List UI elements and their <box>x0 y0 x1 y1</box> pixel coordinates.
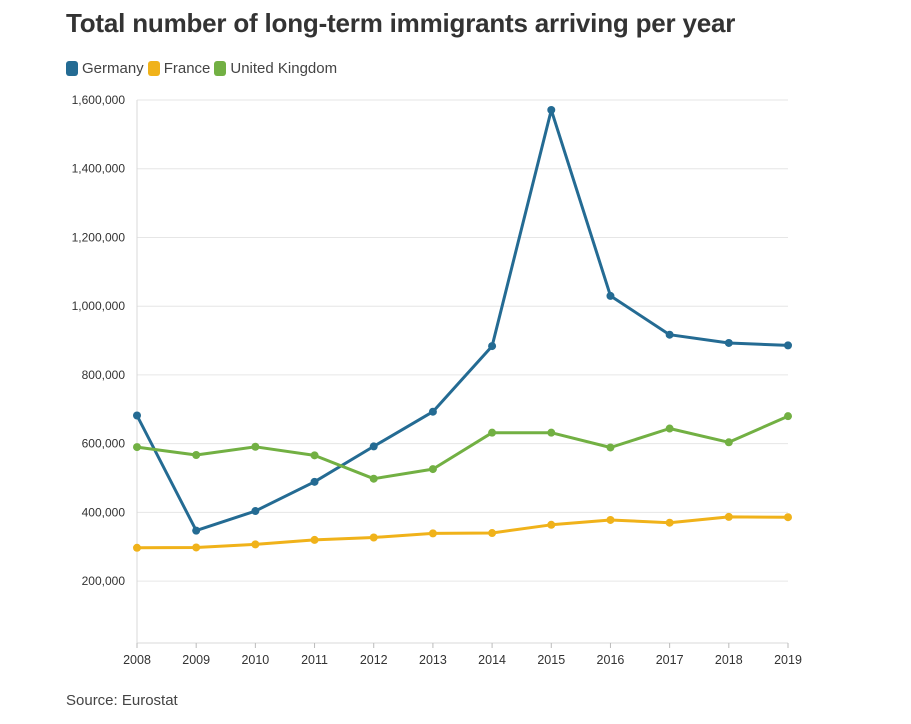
data-point-france <box>724 512 733 521</box>
x-tick-label: 2019 <box>774 653 802 667</box>
x-tick-label: 2017 <box>656 653 684 667</box>
data-point-germany <box>133 411 141 420</box>
data-point-france <box>547 520 556 529</box>
legend: Germany France United Kingdom <box>66 60 341 77</box>
source-note: Source: Eurostat <box>66 692 178 709</box>
y-tick-label: 600,000 <box>82 437 126 451</box>
data-point-germany <box>488 342 497 351</box>
data-point-germany <box>724 338 733 347</box>
data-point-germany <box>192 526 201 535</box>
x-tick-label: 2012 <box>360 653 388 667</box>
legend-item-united-kingdom[interactable]: United Kingdom <box>214 60 337 77</box>
data-point-france <box>428 529 437 538</box>
x-tick-label: 2014 <box>478 653 506 667</box>
legend-label-united-kingdom: United Kingdom <box>230 60 338 77</box>
x-tick-label: 2011 <box>301 653 328 667</box>
legend-item-france[interactable]: France <box>147 60 211 77</box>
data-point-france <box>251 540 260 549</box>
data-point-united-kingdom <box>784 412 792 421</box>
line-chart: 200,000 400,000 600,000 800,000 1,000,000 1,2… <box>72 93 802 667</box>
data-point-france <box>488 529 497 538</box>
y-tick-label: 1,200,000 <box>72 230 126 244</box>
data-point-united-kingdom <box>251 442 260 451</box>
x-tick-label: 2010 <box>241 653 269 667</box>
x-tick-label: 2016 <box>597 653 625 667</box>
y-tick-label: 200,000 <box>82 574 126 588</box>
data-point-united-kingdom <box>547 428 556 437</box>
data-point-germany <box>606 291 615 300</box>
data-point-united-kingdom <box>428 465 437 474</box>
data-point-united-kingdom <box>133 443 141 452</box>
legend-item-germany[interactable]: Germany <box>66 60 144 77</box>
chart-area: 200,000 400,000 600,000 800,000 1,000,000 1,2… <box>0 90 911 680</box>
data-point-united-kingdom <box>310 451 319 460</box>
data-point-germany <box>547 105 556 114</box>
data-point-france <box>133 543 141 552</box>
y-tick-label: 1,600,000 <box>72 93 126 107</box>
data-point-germany <box>784 341 792 350</box>
data-point-united-kingdom <box>606 443 615 452</box>
legend-label-germany: Germany <box>82 60 144 77</box>
y-tick-label: 400,000 <box>82 505 126 519</box>
chart-title: Total number of long-term immigrants arr… <box>66 8 736 38</box>
series-line-france <box>135 515 790 550</box>
data-point-united-kingdom <box>192 451 201 460</box>
data-point-germany <box>665 330 674 339</box>
series-line-united-kingdom <box>135 414 790 481</box>
y-tick-label: 1,400,000 <box>72 162 126 176</box>
legend-label-france: France <box>163 60 211 77</box>
x-tick-label: 2015 <box>537 653 565 667</box>
data-point-united-kingdom <box>488 428 497 437</box>
data-point-germany <box>369 442 378 451</box>
series-line-germany <box>135 108 790 533</box>
legend-swatch-united-kingdom <box>214 61 227 76</box>
x-tick-label: 2013 <box>419 653 447 667</box>
data-point-france <box>784 513 792 522</box>
data-point-france <box>369 533 378 542</box>
data-point-france <box>665 518 674 527</box>
x-tick-label: 2009 <box>182 653 210 667</box>
data-point-united-kingdom <box>724 438 733 447</box>
data-point-france <box>310 535 319 544</box>
data-point-france <box>192 543 201 552</box>
y-tick-label: 1,000,000 <box>72 299 126 313</box>
data-point-germany <box>428 407 437 416</box>
data-point-germany <box>310 477 319 486</box>
data-point-united-kingdom <box>665 424 674 433</box>
legend-swatch-france <box>147 61 160 76</box>
data-point-france <box>606 515 615 524</box>
y-tick-label: 800,000 <box>82 368 126 382</box>
legend-swatch-germany <box>66 61 78 76</box>
x-tick-label: 2008 <box>123 653 151 667</box>
x-tick-label: 2018 <box>715 653 743 667</box>
data-point-germany <box>251 507 260 516</box>
data-point-united-kingdom <box>369 474 378 483</box>
